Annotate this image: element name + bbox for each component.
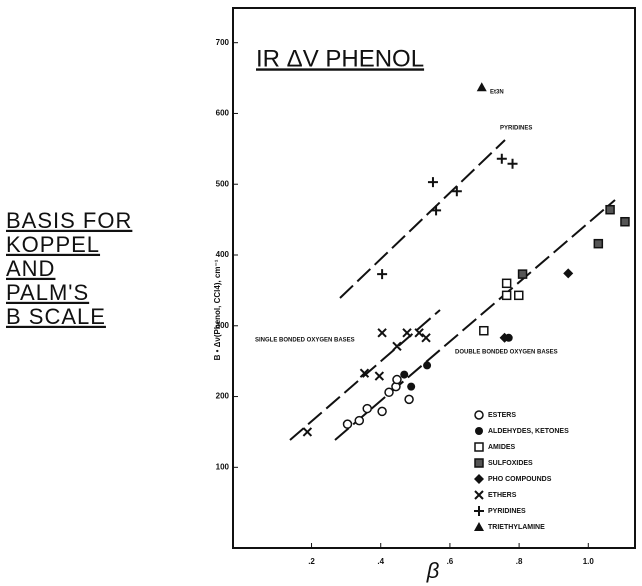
marker xyxy=(342,419,353,429)
marker xyxy=(514,290,524,301)
y-tick-label: 400 xyxy=(216,250,230,259)
marker xyxy=(374,371,385,381)
y-tick-label: 300 xyxy=(216,321,230,330)
marker xyxy=(421,333,431,343)
x-tick-label: .6 xyxy=(447,557,454,566)
marker xyxy=(476,82,487,92)
legend-label: ESTERS xyxy=(488,412,516,419)
marker xyxy=(431,205,442,216)
plot-frame xyxy=(232,7,636,549)
legend-label: ALDEHYDES, KETONES xyxy=(488,428,569,435)
annotation: PYRIDINES xyxy=(500,126,532,132)
legend-label: TRIETHYLAMINE xyxy=(488,524,545,531)
marker xyxy=(377,269,388,280)
marker xyxy=(620,216,630,227)
chart-title: IR ΔV PHENOL xyxy=(256,45,424,72)
annotation: SINGLE BONDED OXYGEN BASES xyxy=(255,338,355,344)
annotation: Et3N xyxy=(490,90,504,96)
x-tick-label: .8 xyxy=(516,557,523,566)
marker xyxy=(501,290,512,301)
marker xyxy=(402,328,412,338)
marker xyxy=(414,328,424,338)
marker xyxy=(517,269,528,279)
marker xyxy=(377,328,387,338)
marker xyxy=(302,427,313,437)
side-text: KOPPEL xyxy=(6,232,100,257)
side-text: B SCALE xyxy=(6,304,106,329)
side-text: BASIS FOR xyxy=(6,208,132,233)
legend-label: PYRIDINES xyxy=(488,508,526,515)
marker xyxy=(507,158,518,169)
marker xyxy=(392,374,402,385)
marker xyxy=(593,238,604,249)
y-tick-label: 200 xyxy=(216,392,230,401)
marker xyxy=(605,204,615,215)
marker xyxy=(474,442,484,452)
legend-label: ETHERS xyxy=(488,492,517,499)
marker xyxy=(384,387,394,398)
annotation: DOUBLE BONDED OXYGEN BASES xyxy=(455,350,558,356)
x-axis-label: β xyxy=(426,558,440,583)
marker xyxy=(400,370,409,379)
marker xyxy=(404,394,414,405)
legend-label: PHO COMPOUNDS xyxy=(488,476,552,483)
marker xyxy=(354,415,365,426)
marker xyxy=(474,474,484,484)
marker xyxy=(377,406,387,417)
marker xyxy=(474,458,484,468)
side-text: PALM'S xyxy=(6,280,89,305)
side-text: AND xyxy=(6,256,55,281)
y-tick-label: 600 xyxy=(216,109,230,118)
y-tick-label: 100 xyxy=(216,462,230,471)
marker xyxy=(501,278,512,289)
marker xyxy=(474,506,484,516)
marker xyxy=(474,410,484,420)
y-tick-label: 500 xyxy=(216,179,230,188)
y-tick-label: 700 xyxy=(216,38,230,47)
marker xyxy=(479,325,489,336)
marker xyxy=(474,522,484,531)
marker xyxy=(359,368,370,378)
legend-label: SULFOXIDES xyxy=(488,460,533,467)
marker xyxy=(496,153,507,164)
marker xyxy=(407,382,416,391)
x-tick-label: .4 xyxy=(377,557,384,566)
marker xyxy=(474,490,484,500)
x-tick-label: 1.0 xyxy=(583,557,595,566)
x-tick-label: .2 xyxy=(308,557,315,566)
marker xyxy=(362,403,372,414)
marker xyxy=(451,186,462,197)
marker xyxy=(475,427,483,435)
marker xyxy=(563,268,574,279)
y-axis-label: B • Δν(Phenol, CCl4), cm⁻¹ xyxy=(213,259,222,360)
marker xyxy=(427,177,438,188)
legend-label: AMIDES xyxy=(488,444,516,451)
marker xyxy=(423,361,432,370)
marker xyxy=(392,341,402,352)
trend-lines xyxy=(289,139,616,441)
marker xyxy=(499,332,510,343)
